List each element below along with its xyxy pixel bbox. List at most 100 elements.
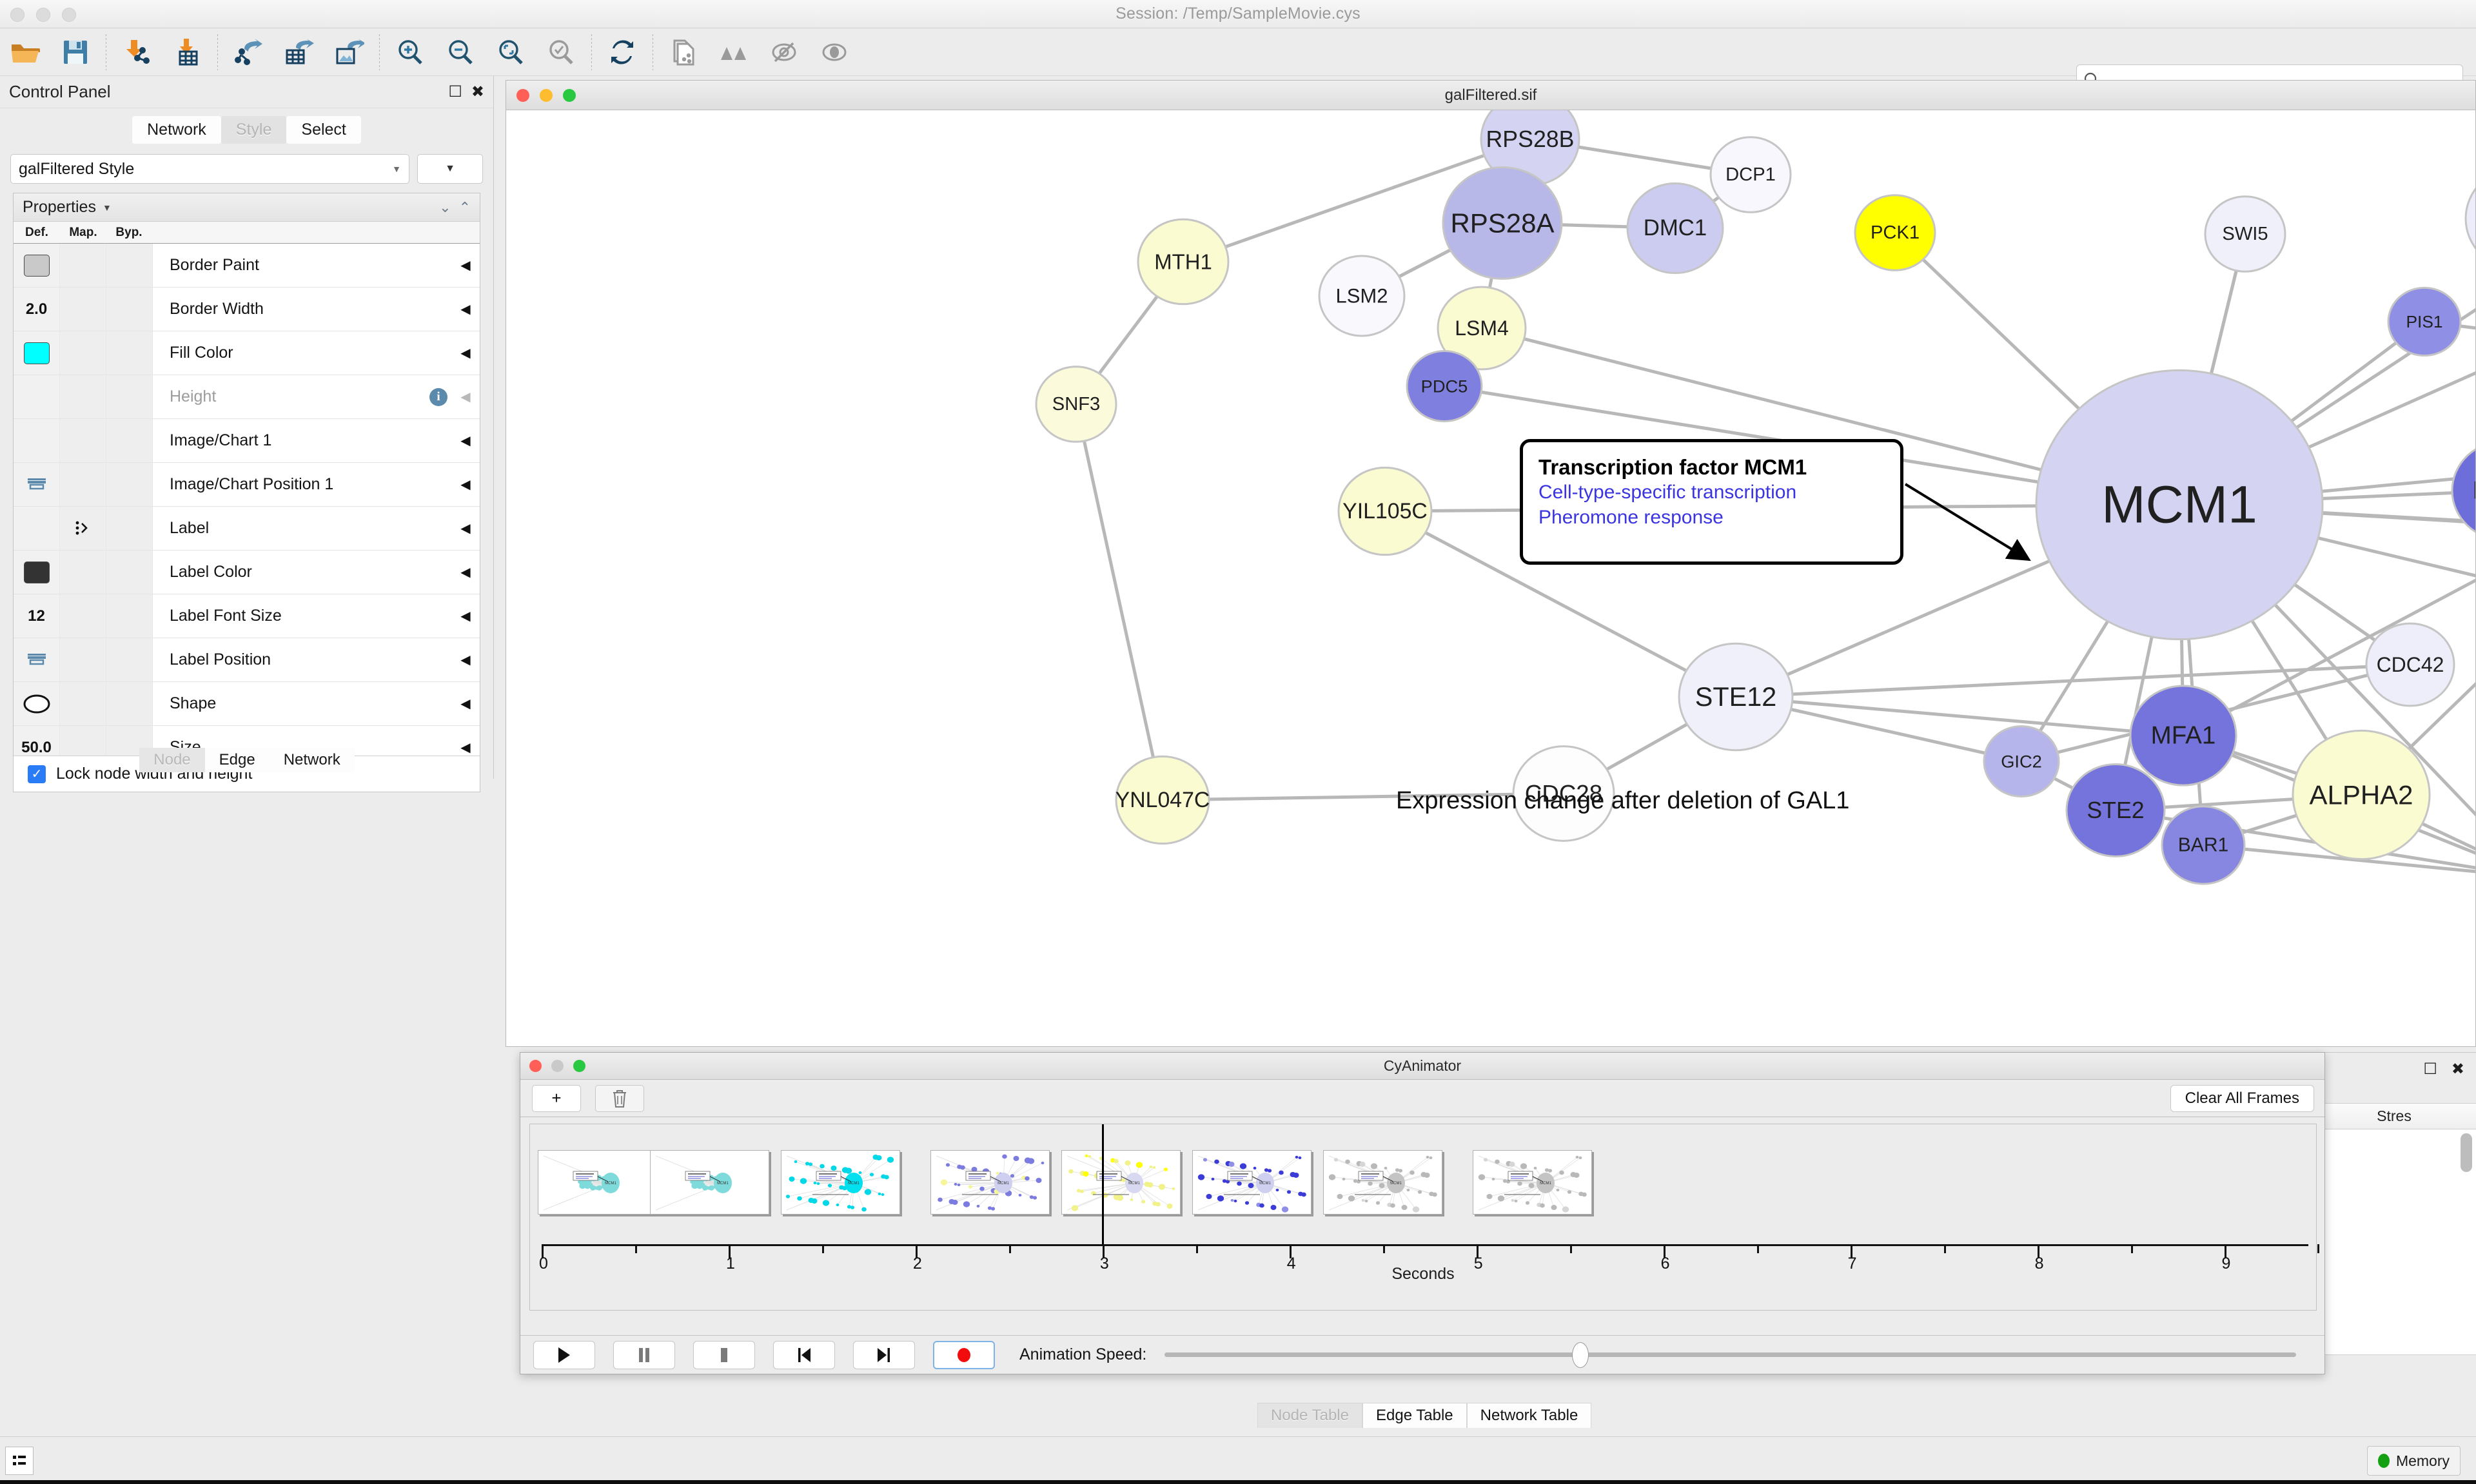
window-controls[interactable] xyxy=(10,8,76,22)
frame-strip[interactable]: MCM1 MCM1 MCM1 MCM1 MCM1 MCM1 MCM1 MCM1 xyxy=(530,1150,2316,1240)
node-shape[interactable] xyxy=(2387,286,2462,357)
network-canvas[interactable]: RPS28BDCP1RPS28ADMC1PCK1SWI5GAL80GAL11ST… xyxy=(506,110,2475,1046)
network-edge[interactable] xyxy=(1183,137,1531,264)
network-node-ste2[interactable]: STE2 xyxy=(2065,763,2166,857)
node-shape[interactable] xyxy=(1709,136,1792,213)
property-default-cell[interactable] xyxy=(14,244,60,287)
memory-status[interactable]: Memory xyxy=(2366,1446,2461,1476)
animation-frame[interactable]: MCM1 xyxy=(930,1150,1050,1215)
node-shape[interactable] xyxy=(1115,755,1210,845)
node-shape[interactable] xyxy=(1137,218,1230,306)
property-row-shape[interactable]: Shape ◀ xyxy=(14,682,480,726)
property-mapping-cell[interactable] xyxy=(60,726,106,756)
property-mapping-cell[interactable] xyxy=(60,375,106,418)
network-node-dmc1[interactable]: DMC1 xyxy=(1626,182,1724,275)
node-shape[interactable] xyxy=(1437,286,1527,371)
tab-network-props[interactable]: Network xyxy=(269,748,355,772)
property-mapping-cell[interactable] xyxy=(60,638,106,681)
import-table-icon[interactable] xyxy=(162,32,212,72)
network-edge[interactable] xyxy=(1384,509,1737,699)
property-row-label-font-size[interactable]: 12 Label Font Size ◀ xyxy=(14,594,480,638)
expand-arrow-icon[interactable]: ◀ xyxy=(451,638,480,681)
network-node-mcm1[interactable]: MCM1 xyxy=(2035,369,2324,641)
network-node-gic2[interactable]: GIC2 xyxy=(1983,725,2060,798)
table-column-stress[interactable]: Stres xyxy=(2377,1108,2412,1124)
tab-node[interactable]: Node xyxy=(139,748,205,772)
node-shape[interactable] xyxy=(2204,195,2286,273)
node-shape[interactable] xyxy=(1512,745,1615,842)
property-default-cell[interactable]: 50.0 xyxy=(14,726,60,756)
network-node-yil105c[interactable]: YIL105C xyxy=(1337,466,1433,556)
property-default-cell[interactable] xyxy=(14,463,60,506)
network-node-cdc28[interactable]: CDC28 xyxy=(1512,745,1615,842)
property-default-cell[interactable] xyxy=(14,375,60,418)
export-image-icon[interactable] xyxy=(324,32,374,72)
node-shape[interactable] xyxy=(1406,349,1483,423)
property-default-cell[interactable]: 2.0 xyxy=(14,288,60,331)
node-shape[interactable] xyxy=(1983,725,2060,798)
network-edge[interactable] xyxy=(2203,843,2475,877)
zoom-in-icon[interactable] xyxy=(385,32,435,72)
property-default-cell[interactable] xyxy=(14,331,60,375)
node-shape[interactable] xyxy=(2365,622,2455,707)
animation-frame[interactable]: MCM1 xyxy=(538,1150,657,1215)
tab-network[interactable]: Network xyxy=(132,116,221,144)
property-row-border-paint[interactable]: Border Paint ◀ xyxy=(14,244,480,288)
refresh-icon[interactable] xyxy=(597,32,647,72)
animation-speed-slider[interactable] xyxy=(1164,1341,2296,1369)
network-node-mfa2[interactable]: MFA2 xyxy=(2451,441,2475,540)
expand-arrow-icon[interactable]: ◀ xyxy=(451,375,480,418)
tab-style[interactable]: Style xyxy=(221,116,287,144)
node-shape[interactable] xyxy=(1854,194,1936,271)
task-list-icon[interactable] xyxy=(5,1446,34,1475)
tab-select[interactable]: Select xyxy=(286,116,361,144)
maximize-network-window-button[interactable] xyxy=(563,88,576,102)
minimize-window-button[interactable] xyxy=(36,8,50,22)
step-forward-button[interactable] xyxy=(853,1340,915,1369)
node-shape[interactable] xyxy=(2292,729,2431,861)
network-node-alpha2[interactable]: ALPHA2 xyxy=(2292,729,2431,861)
save-icon[interactable] xyxy=(50,32,101,72)
property-row-label-position[interactable]: Label Position ◀ xyxy=(14,638,480,682)
network-edge[interactable] xyxy=(2182,454,2475,737)
chevron-double-down-icon[interactable]: ⌄ xyxy=(439,199,451,215)
close-icon[interactable]: ✖ xyxy=(2451,1060,2464,1078)
node-shape[interactable] xyxy=(2451,441,2475,540)
network-node-lsm2[interactable]: LSM2 xyxy=(1318,255,1406,337)
property-mapping-cell[interactable] xyxy=(60,288,106,331)
network-node-mth1[interactable]: MTH1 xyxy=(1137,218,1230,306)
property-row-border-width[interactable]: 2.0 Border Width ◀ xyxy=(14,288,480,331)
property-row-label[interactable]: Label ◀ xyxy=(14,507,480,551)
network-node-cdc42[interactable]: CDC42 xyxy=(2365,622,2455,707)
close-window-button[interactable] xyxy=(10,8,25,22)
network-edge[interactable] xyxy=(1074,404,1164,801)
network-window-controls[interactable] xyxy=(516,88,576,102)
property-bypass-cell[interactable] xyxy=(106,463,153,506)
maximize-icon[interactable]: ☐ xyxy=(2423,1060,2437,1078)
property-default-cell[interactable]: 12 xyxy=(14,594,60,638)
export-network-icon[interactable] xyxy=(223,32,273,72)
import-network-icon[interactable] xyxy=(112,32,162,72)
node-shape[interactable] xyxy=(1678,642,1794,752)
expand-arrow-icon[interactable]: ◀ xyxy=(451,594,480,638)
record-button[interactable] xyxy=(933,1340,995,1369)
maximize-window-button[interactable] xyxy=(62,8,76,22)
show-all-icon[interactable] xyxy=(809,32,860,72)
animation-frame[interactable]: MCM1 xyxy=(1472,1150,1592,1215)
chevron-double-up-icon[interactable]: ⌃ xyxy=(458,199,471,215)
property-bypass-cell[interactable] xyxy=(106,551,153,594)
stop-button[interactable] xyxy=(693,1340,755,1369)
layout-icon[interactable] xyxy=(709,32,759,72)
node-shape[interactable] xyxy=(2065,763,2166,857)
network-edge[interactable] xyxy=(2360,454,2475,796)
network-node-ynl047c[interactable]: YNL047C xyxy=(1115,755,1210,845)
property-bypass-cell[interactable] xyxy=(106,375,153,418)
node-shape[interactable] xyxy=(1035,366,1117,443)
info-icon[interactable]: i xyxy=(429,387,447,406)
maximize-icon[interactable]: ☐ xyxy=(448,83,462,101)
tab-node-table[interactable]: Node Table xyxy=(1257,1403,1362,1428)
maximize-cyanimator-button[interactable] xyxy=(573,1060,585,1072)
tab-edge[interactable]: Edge xyxy=(204,748,270,772)
property-default-cell[interactable] xyxy=(14,507,60,550)
style-options-menu-button[interactable]: ▼ xyxy=(417,154,483,184)
